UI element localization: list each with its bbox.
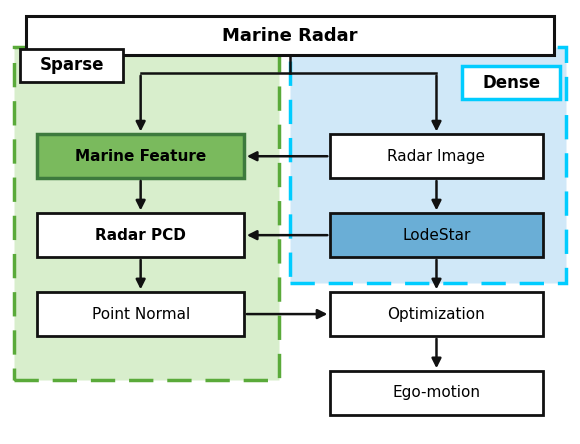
- Text: Marine Radar: Marine Radar: [222, 27, 358, 45]
- Text: Ego-motion: Ego-motion: [393, 385, 480, 400]
- Bar: [330, 292, 543, 336]
- Text: Marine Feature: Marine Feature: [75, 149, 206, 164]
- Bar: [330, 371, 543, 415]
- Bar: [37, 213, 244, 257]
- Bar: [14, 47, 278, 380]
- Bar: [290, 47, 566, 283]
- Bar: [37, 292, 244, 336]
- Text: LodeStar: LodeStar: [403, 228, 471, 243]
- Bar: [37, 135, 244, 178]
- Text: Dense: Dense: [482, 74, 540, 92]
- Bar: [330, 135, 543, 178]
- Text: Point Normal: Point Normal: [92, 306, 190, 321]
- Bar: [26, 16, 554, 56]
- Text: Sparse: Sparse: [39, 56, 104, 74]
- Bar: [330, 213, 543, 257]
- Text: Radar PCD: Radar PCD: [95, 228, 186, 243]
- Text: Optimization: Optimization: [387, 306, 485, 321]
- Bar: [462, 66, 560, 99]
- Text: Radar Image: Radar Image: [387, 149, 485, 164]
- Bar: [20, 49, 124, 82]
